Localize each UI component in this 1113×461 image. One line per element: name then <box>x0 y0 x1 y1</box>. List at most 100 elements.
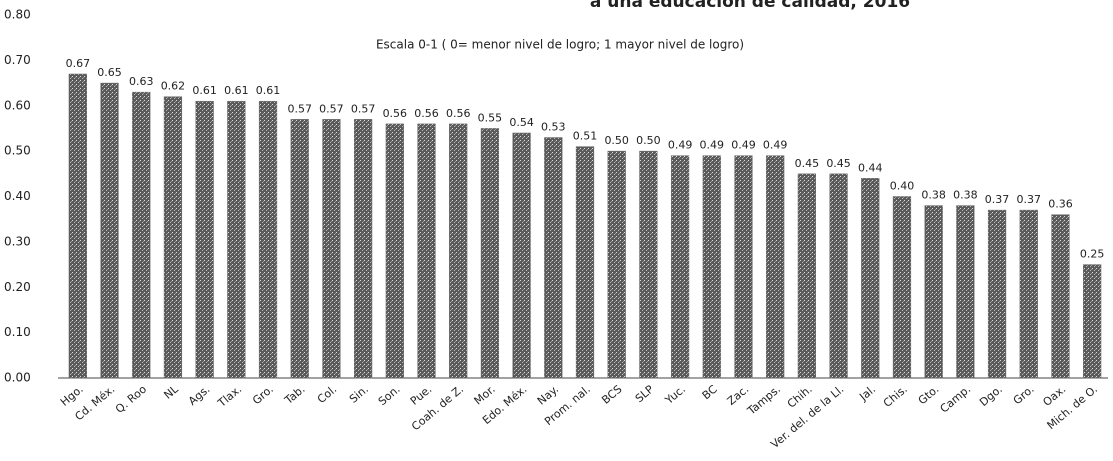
x-tick-label: Gro. <box>1011 383 1037 408</box>
value-label: 0.45 <box>826 157 851 170</box>
value-label: 0.49 <box>668 139 693 152</box>
bar <box>607 150 626 379</box>
y-tick-label: 0.60 <box>4 98 31 112</box>
value-label: 0.54 <box>509 116 534 129</box>
value-label: 0.56 <box>446 107 471 120</box>
bar <box>1083 264 1102 379</box>
bar <box>544 137 563 379</box>
bar <box>353 119 373 379</box>
x-tick-label: Dgo. <box>977 383 1005 409</box>
value-label: 0.61 <box>256 84 281 97</box>
x-tick-label: Jal. <box>856 383 878 404</box>
value-label: 0.40 <box>890 180 915 193</box>
bar <box>1019 209 1038 379</box>
bar <box>512 132 531 379</box>
value-label: 0.37 <box>1017 193 1042 206</box>
bar <box>163 96 183 379</box>
value-label: 0.63 <box>129 75 154 88</box>
value-label: 0.53 <box>541 121 566 134</box>
value-label: 0.50 <box>604 134 629 147</box>
x-tick-label: Gto. <box>916 383 942 408</box>
x-tick-label: NL <box>161 382 181 402</box>
value-label: 0.36 <box>1048 198 1073 211</box>
bar <box>829 173 848 379</box>
x-tick-label: Sin. <box>347 383 371 406</box>
y-tick-label: 0.80 <box>4 8 31 22</box>
bar <box>702 155 721 379</box>
value-label: 0.50 <box>636 134 661 147</box>
y-tick-label: 0.00 <box>4 371 31 385</box>
value-label: 0.38 <box>953 189 978 202</box>
bar <box>861 178 880 379</box>
bar <box>449 123 468 379</box>
bar <box>100 82 119 379</box>
x-tick-label: Nay. <box>535 383 561 408</box>
value-label: 0.38 <box>921 189 946 202</box>
x-tick-label: Gro. <box>250 383 276 408</box>
chart-subtitle: Escala 0-1 ( 0= menor nivel de logro; 1 … <box>376 38 744 52</box>
bar <box>132 91 151 379</box>
value-label: 0.56 <box>414 107 439 120</box>
bar <box>480 128 500 379</box>
bar <box>195 100 214 379</box>
y-tick-label: 0.30 <box>4 234 31 248</box>
value-label: 0.49 <box>700 139 725 152</box>
bar <box>987 209 1007 379</box>
value-label: 0.45 <box>795 157 820 170</box>
bar <box>639 150 658 379</box>
value-label: 0.65 <box>97 66 122 79</box>
bar <box>575 146 595 379</box>
x-tick-label: SLP <box>633 382 657 405</box>
bar <box>68 73 87 379</box>
bar <box>766 155 785 379</box>
value-label: 0.62 <box>161 80 186 93</box>
x-tick-label: Pue. <box>408 383 435 408</box>
bar <box>797 173 817 379</box>
x-tick-label: Zac. <box>725 383 752 408</box>
bar <box>290 119 309 379</box>
x-tick-label: BCS <box>599 383 624 407</box>
value-label: 0.55 <box>478 111 503 124</box>
value-label: 0.49 <box>763 139 788 152</box>
x-tick-label: Col. <box>315 383 339 406</box>
bar <box>227 100 246 379</box>
bar <box>322 119 341 379</box>
x-tick-label: Chis. <box>881 383 910 410</box>
x-tick-label: Tamps. <box>744 383 783 418</box>
x-tick-label: Son. <box>376 383 403 409</box>
value-label: 0.57 <box>319 102 344 115</box>
x-tick-label: Tab. <box>282 383 308 408</box>
value-label: 0.37 <box>985 193 1010 206</box>
value-label: 0.57 <box>287 102 312 115</box>
chart-title: a una educación de calidad, 2016 <box>590 0 910 12</box>
value-label: 0.61 <box>224 84 249 97</box>
x-tick-label: Ags. <box>186 383 213 408</box>
value-label: 0.51 <box>573 130 598 143</box>
bar <box>385 123 404 379</box>
value-label: 0.49 <box>731 139 756 152</box>
bar <box>956 205 975 379</box>
bar <box>670 155 690 379</box>
bar <box>1051 214 1070 379</box>
value-label: 0.25 <box>1080 248 1105 261</box>
value-label: 0.67 <box>66 57 91 70</box>
value-label: 0.61 <box>192 84 217 97</box>
x-tick-label: Tlax. <box>215 383 244 411</box>
bar <box>892 196 912 379</box>
y-tick-label: 0.20 <box>4 280 31 294</box>
bar <box>924 205 943 379</box>
bar <box>258 100 278 379</box>
bar <box>417 123 436 379</box>
value-label: 0.44 <box>858 161 883 174</box>
bar <box>734 155 753 379</box>
x-tick-label: Mor. <box>472 383 498 408</box>
value-label: 0.56 <box>383 107 408 120</box>
x-tick-label: Q. Roo <box>113 382 149 415</box>
y-tick-label: 0.50 <box>4 144 31 158</box>
x-tick-label: Yuc. <box>662 383 688 408</box>
x-tick-label: BC <box>700 382 720 402</box>
y-tick-label: 0.70 <box>4 53 31 67</box>
x-tick-label: Camp. <box>938 383 974 416</box>
